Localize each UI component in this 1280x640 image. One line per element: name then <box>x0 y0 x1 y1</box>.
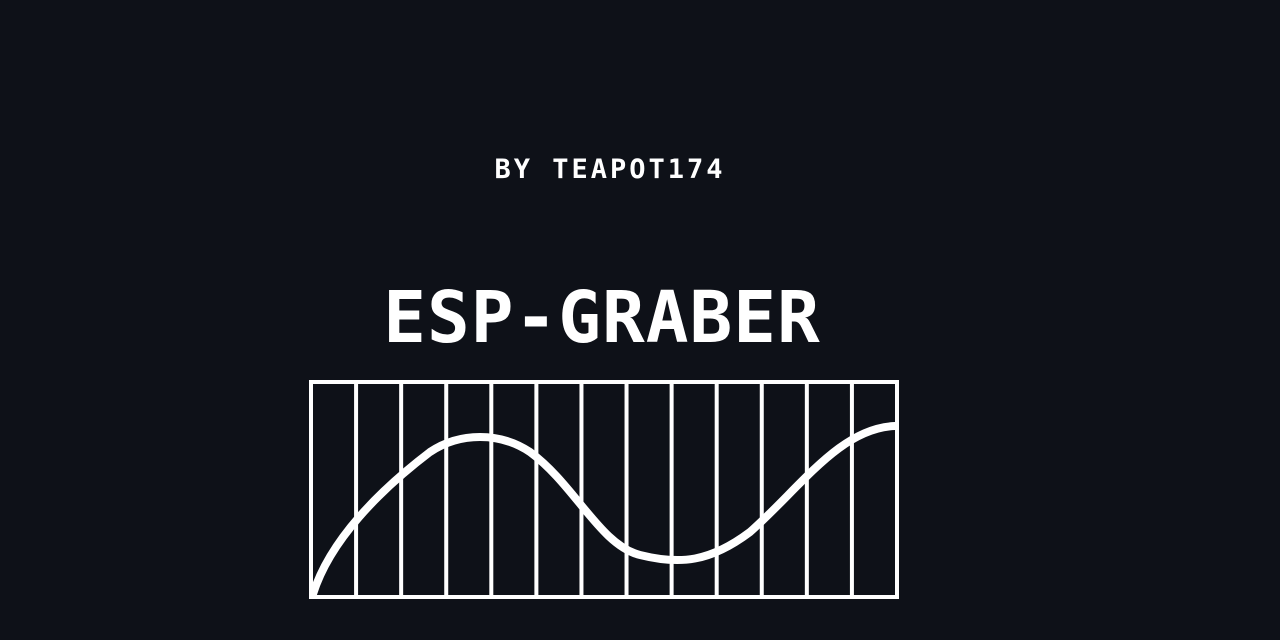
app-title: ESP-GRABER <box>383 276 821 359</box>
author-byline: BY TEAPOT174 <box>494 154 726 185</box>
grid-lines <box>354 382 854 597</box>
waveform-curve <box>309 422 899 598</box>
logo-frame <box>309 380 899 599</box>
